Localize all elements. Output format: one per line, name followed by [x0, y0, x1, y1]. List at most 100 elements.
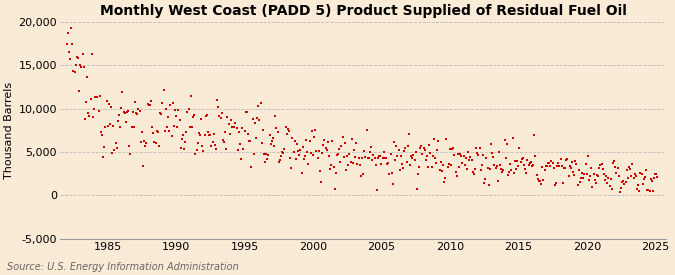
Point [580, 162, 591, 167]
Point [449, 153, 460, 157]
Point [465, 154, 476, 159]
Point [462, 167, 472, 171]
Point [616, 186, 626, 191]
Point [300, 153, 310, 158]
Point [533, 177, 543, 181]
Point [271, 125, 282, 130]
Point [447, 147, 458, 151]
Point [320, 146, 331, 150]
Point [118, 110, 129, 115]
Point [411, 186, 422, 191]
Point [148, 131, 159, 135]
Point [491, 164, 502, 169]
Point [588, 172, 599, 177]
Point [91, 94, 102, 99]
Point [146, 99, 157, 104]
Point [627, 161, 638, 166]
Point [382, 162, 393, 166]
Point [361, 128, 372, 132]
Point [358, 172, 369, 176]
Point [628, 176, 639, 180]
Point [586, 165, 597, 170]
Point [82, 75, 92, 79]
Point [311, 149, 322, 153]
Point [566, 166, 576, 170]
Point [319, 138, 330, 142]
Point [537, 164, 547, 169]
Point [626, 174, 637, 178]
Point [247, 117, 258, 121]
Point [259, 152, 269, 156]
Point [485, 142, 496, 146]
Point [458, 154, 469, 158]
Point [363, 156, 374, 161]
Point [144, 102, 155, 107]
Point [634, 189, 645, 194]
Point [367, 158, 378, 162]
Point [211, 146, 221, 151]
Point [454, 164, 464, 169]
Point [239, 129, 250, 133]
Point [153, 130, 163, 134]
Point [155, 111, 165, 116]
Point [497, 170, 508, 175]
Point [391, 144, 402, 148]
Point [221, 147, 232, 151]
Point [329, 187, 340, 191]
Point [343, 163, 354, 167]
Point [477, 153, 488, 157]
Point [480, 177, 491, 182]
Point [624, 164, 634, 169]
Point [457, 161, 468, 166]
Point [545, 164, 556, 168]
Point [485, 167, 495, 172]
Point [109, 148, 120, 152]
Point [543, 160, 554, 165]
Point [205, 133, 216, 138]
Point [141, 141, 152, 145]
Point [570, 158, 580, 163]
Point [92, 95, 103, 100]
Point [240, 110, 251, 114]
Point [437, 163, 448, 168]
Text: Source: U.S. Energy Information Administration: Source: U.S. Energy Information Administ… [7, 262, 238, 272]
Point [578, 176, 589, 181]
Point [352, 162, 363, 167]
Point [442, 165, 453, 169]
Point [124, 144, 135, 148]
Point [417, 152, 428, 156]
Point [434, 168, 445, 172]
Point [326, 163, 337, 167]
Point [76, 65, 87, 69]
Point [133, 106, 144, 111]
Point [594, 166, 605, 170]
Point [171, 114, 182, 119]
Point [429, 137, 439, 142]
Point [624, 167, 635, 171]
Point [389, 139, 400, 144]
Point [408, 152, 418, 157]
Point [80, 117, 90, 122]
Point [344, 152, 355, 156]
Point [541, 164, 552, 169]
Point [401, 160, 412, 164]
Point [441, 137, 452, 141]
Point [125, 152, 136, 156]
Point [156, 112, 167, 116]
Point [173, 108, 184, 112]
Point [263, 153, 274, 157]
Point [186, 94, 196, 99]
Point [297, 145, 308, 149]
Point [256, 141, 267, 145]
Point [516, 157, 527, 161]
Point [74, 89, 84, 93]
Point [373, 156, 383, 161]
Point [455, 152, 466, 156]
Point [78, 65, 89, 70]
Point [379, 156, 390, 160]
Point [641, 168, 651, 172]
Point [188, 114, 198, 119]
Point [563, 174, 574, 178]
Point [450, 170, 461, 175]
Point [621, 168, 632, 172]
